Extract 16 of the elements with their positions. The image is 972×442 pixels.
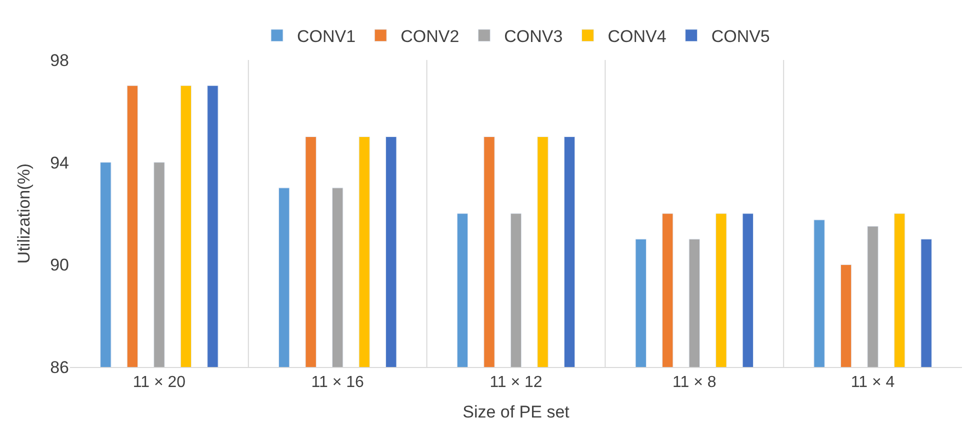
y-tick-label: 86 [50, 358, 69, 377]
x-axis-title: Size of PE set [462, 402, 570, 422]
legend-label: CONV5 [711, 27, 770, 46]
x-tick-label: 11 × 20 [132, 374, 186, 392]
x-tick-label: 11 × 4 [850, 374, 895, 392]
x-tick-label: 11 × 8 [672, 374, 716, 392]
x-tick-label: 11 × 16 [311, 374, 364, 392]
x-tick-label: 11 × 12 [490, 374, 542, 392]
legend-label: CONV2 [400, 27, 460, 46]
y-tick-label: 94 [50, 153, 69, 172]
legend-label: CONV3 [504, 27, 563, 46]
legend-label: CONV1 [297, 27, 356, 46]
y-axis-title: Utilization(%) [14, 163, 34, 264]
y-tick-label: 98 [50, 50, 69, 70]
legend-label: CONV4 [608, 27, 666, 46]
y-tick-label: 90 [50, 256, 69, 275]
